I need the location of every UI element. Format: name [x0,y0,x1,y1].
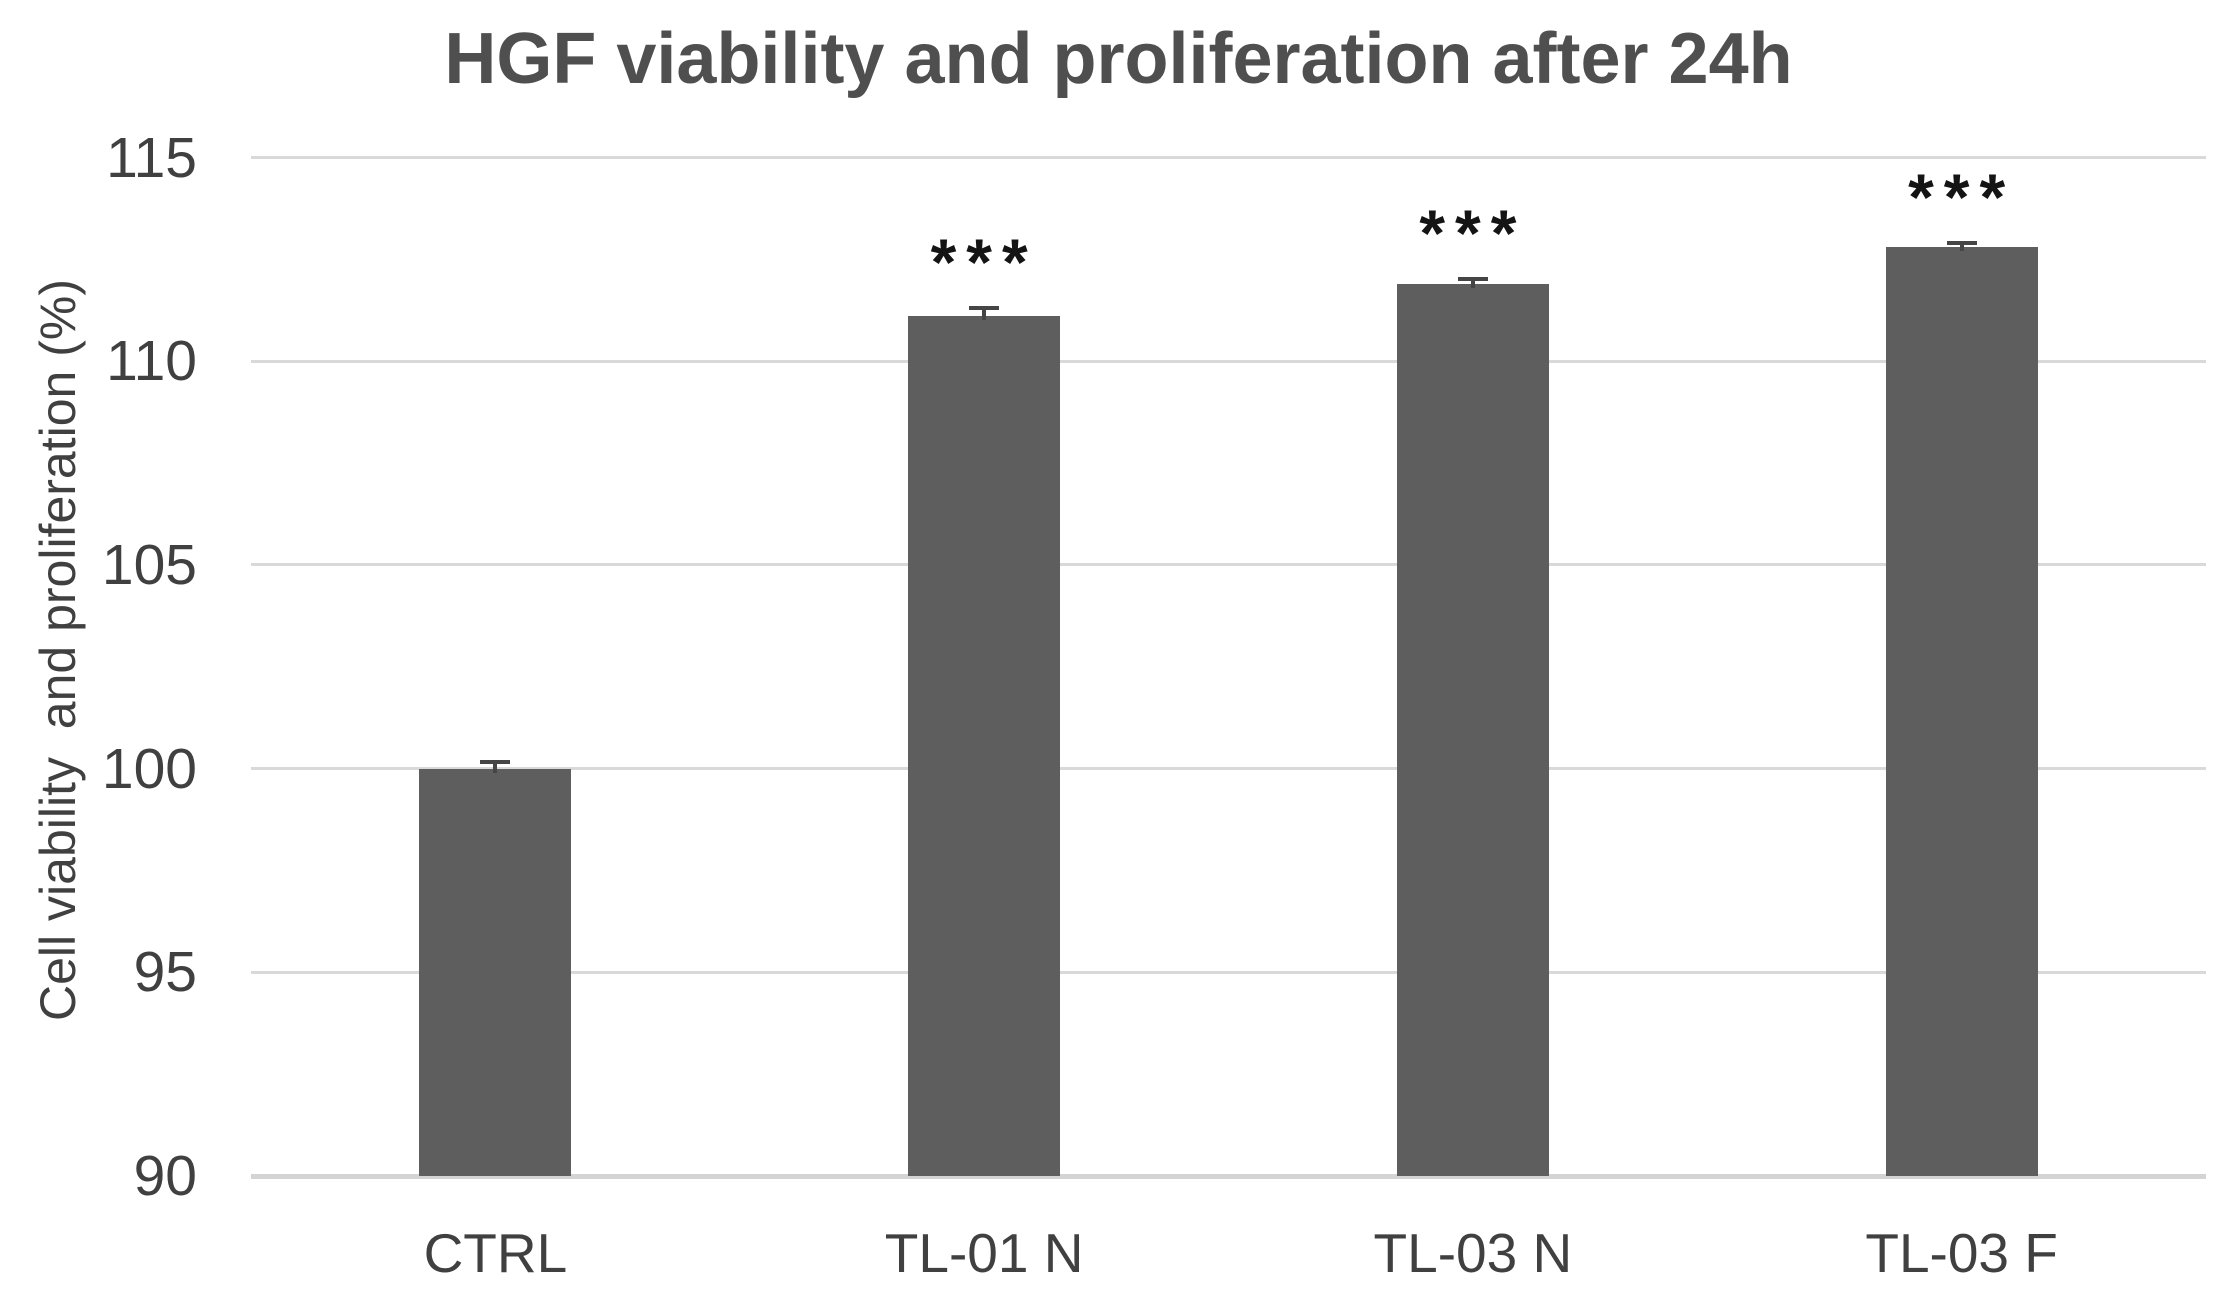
error-bar-stem [493,762,498,773]
bar [419,768,572,1176]
error-bar-stem [982,308,987,321]
error-bar-cap [969,306,1000,311]
x-category-label: CTRL [423,1222,568,1284]
bar [1396,283,1549,1176]
chart-title: HGF viability and proliferation after 24… [444,19,1793,99]
gridline [251,563,2206,567]
y-tick-label: 100 [101,736,197,801]
y-tick-label: 115 [106,125,197,190]
significance-stars: *** [930,225,1038,300]
error-bar-cap [1457,276,1488,281]
error-bar-cap [1946,241,1977,246]
y-tick-label: 90 [133,1144,197,1208]
bar [908,316,1061,1176]
y-tick-label: 105 [101,532,197,597]
gridline [251,767,2206,771]
significance-stars: *** [1908,160,2016,235]
gridline [251,970,2206,974]
bar [1885,247,2038,1176]
y-tick-label: 95 [133,940,197,1005]
error-bar-stem [1470,278,1475,288]
gridline [251,359,2206,363]
error-bar-cap [480,760,511,765]
x-axis-line [251,1173,2206,1179]
error-bar-stem [1959,243,1964,252]
x-category-label: TL-03 F [1865,1222,2058,1284]
y-tick-label: 110 [106,329,197,394]
x-category-label: TL-03 N [1373,1222,1573,1284]
gridline [251,156,2206,159]
x-category-label: TL-01 N [884,1222,1084,1284]
significance-stars: *** [1419,195,1527,270]
